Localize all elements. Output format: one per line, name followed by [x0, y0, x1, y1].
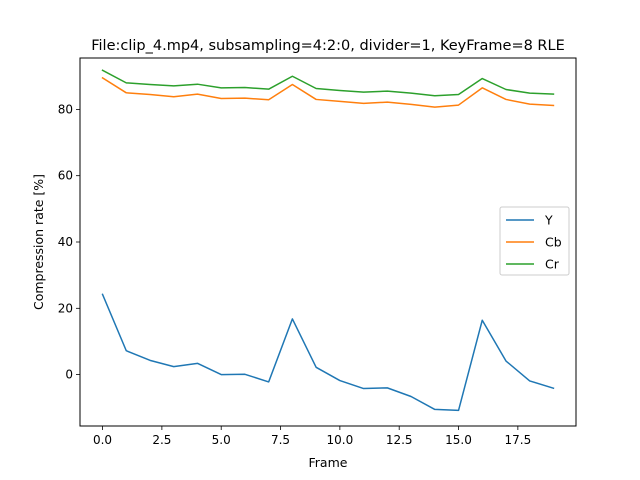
y-tick-label: 20 [58, 301, 73, 315]
y-axis-ticks: 0 20 40 60 80 [58, 102, 80, 382]
series-line-cb [101, 76, 555, 108]
series-line-y [101, 293, 555, 412]
legend-label-cr: Cr [545, 257, 560, 272]
series-line-cr [101, 69, 555, 97]
legend-label-cb: Cb [545, 235, 562, 250]
x-tick-label: 15.0 [445, 433, 472, 447]
y-tick-label: 80 [58, 102, 73, 116]
plot-area [80, 58, 576, 426]
chart-title: File:clip_4.mp4, subsampling=4:2:0, divi… [91, 38, 565, 54]
series-layer [101, 69, 555, 412]
x-tick-label: 12.5 [386, 433, 413, 447]
y-tick-label: 40 [58, 235, 73, 249]
y-tick-label: 0 [65, 368, 73, 382]
x-axis-ticks: 0.0 2.5 5.0 7.5 10.0 12.5 15.0 17.5 [93, 426, 531, 447]
x-tick-label: 2.5 [152, 433, 171, 447]
y-axis-label: Compression rate [%] [31, 174, 46, 310]
x-tick-label: 10.0 [327, 433, 354, 447]
x-axis-label: Frame [309, 455, 348, 470]
plot-background [80, 58, 576, 426]
x-tick-label: 0.0 [93, 433, 112, 447]
x-tick-label: 5.0 [212, 433, 231, 447]
y-tick-label: 60 [58, 169, 73, 183]
x-tick-label: 7.5 [271, 433, 290, 447]
x-tick-label: 17.5 [504, 433, 531, 447]
legend-label-y: Y [544, 213, 553, 228]
legend: Y Cb Cr [499, 206, 570, 276]
legend-box [499, 206, 570, 276]
